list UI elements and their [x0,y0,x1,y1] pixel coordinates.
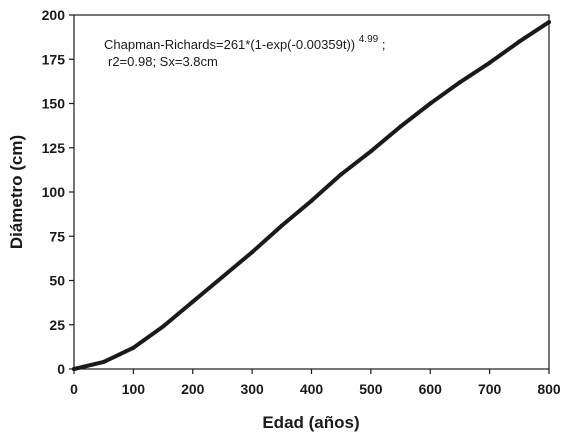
data-point [428,101,433,106]
x-tick-label: 200 [181,381,205,397]
x-axis-title: Edad (años) [262,413,359,432]
y-tick-label: 200 [42,7,66,23]
x-tick-label: 400 [300,381,324,397]
data-point [309,198,314,203]
x-tick-label: 600 [419,381,443,397]
x-tick-label: 500 [359,381,383,397]
x-tick-label: 800 [537,381,561,397]
data-point [131,345,136,350]
equation-exponent: 4.99 [359,34,379,45]
y-tick-label: 75 [49,228,65,244]
y-tick-label: 175 [42,51,66,67]
data-point [72,367,76,371]
y-tick-label: 100 [42,184,66,200]
data-point [487,60,492,65]
y-tick-label: 0 [57,361,65,377]
equation-annotation: Chapman-Richards=261*(1-exp(-0.00359t)) … [104,30,385,69]
equation-text: Chapman-Richards=261*(1-exp(-0.00359t)) … [104,30,385,52]
data-point [517,39,522,44]
data-point [547,20,551,25]
data-point [457,80,462,85]
y-tick-label: 125 [42,140,66,156]
data-point [398,124,403,129]
y-tick-label: 150 [42,96,66,112]
data-point [250,250,255,255]
equation-suffix: ; [382,37,386,52]
data-point [161,324,166,329]
data-point [190,299,195,304]
x-tick-label: 100 [122,381,146,397]
data-point [220,274,225,279]
series-points [72,20,551,371]
y-tick-label: 50 [49,273,65,289]
y-axis-ticks: 0 25 50 75 100 125 150 175 200 [42,7,74,377]
data-point [368,149,373,154]
fit-statistics-text: r2=0.98; Sx=3.8cm [108,54,218,69]
data-point [279,223,284,228]
equation-main: Chapman-Richards=261*(1-exp(-0.00359t)) [104,37,355,52]
data-point [339,172,344,177]
x-tick-label: 700 [478,381,502,397]
x-tick-label: 300 [240,381,264,397]
y-axis-title: Diámetro (cm) [7,135,26,249]
series-line [72,20,551,371]
y-tick-label: 25 [49,317,65,333]
x-axis-ticks: 0 100 200 300 400 500 600 700 800 [70,369,561,397]
data-point [101,359,106,364]
x-tick-label: 0 [70,381,78,397]
